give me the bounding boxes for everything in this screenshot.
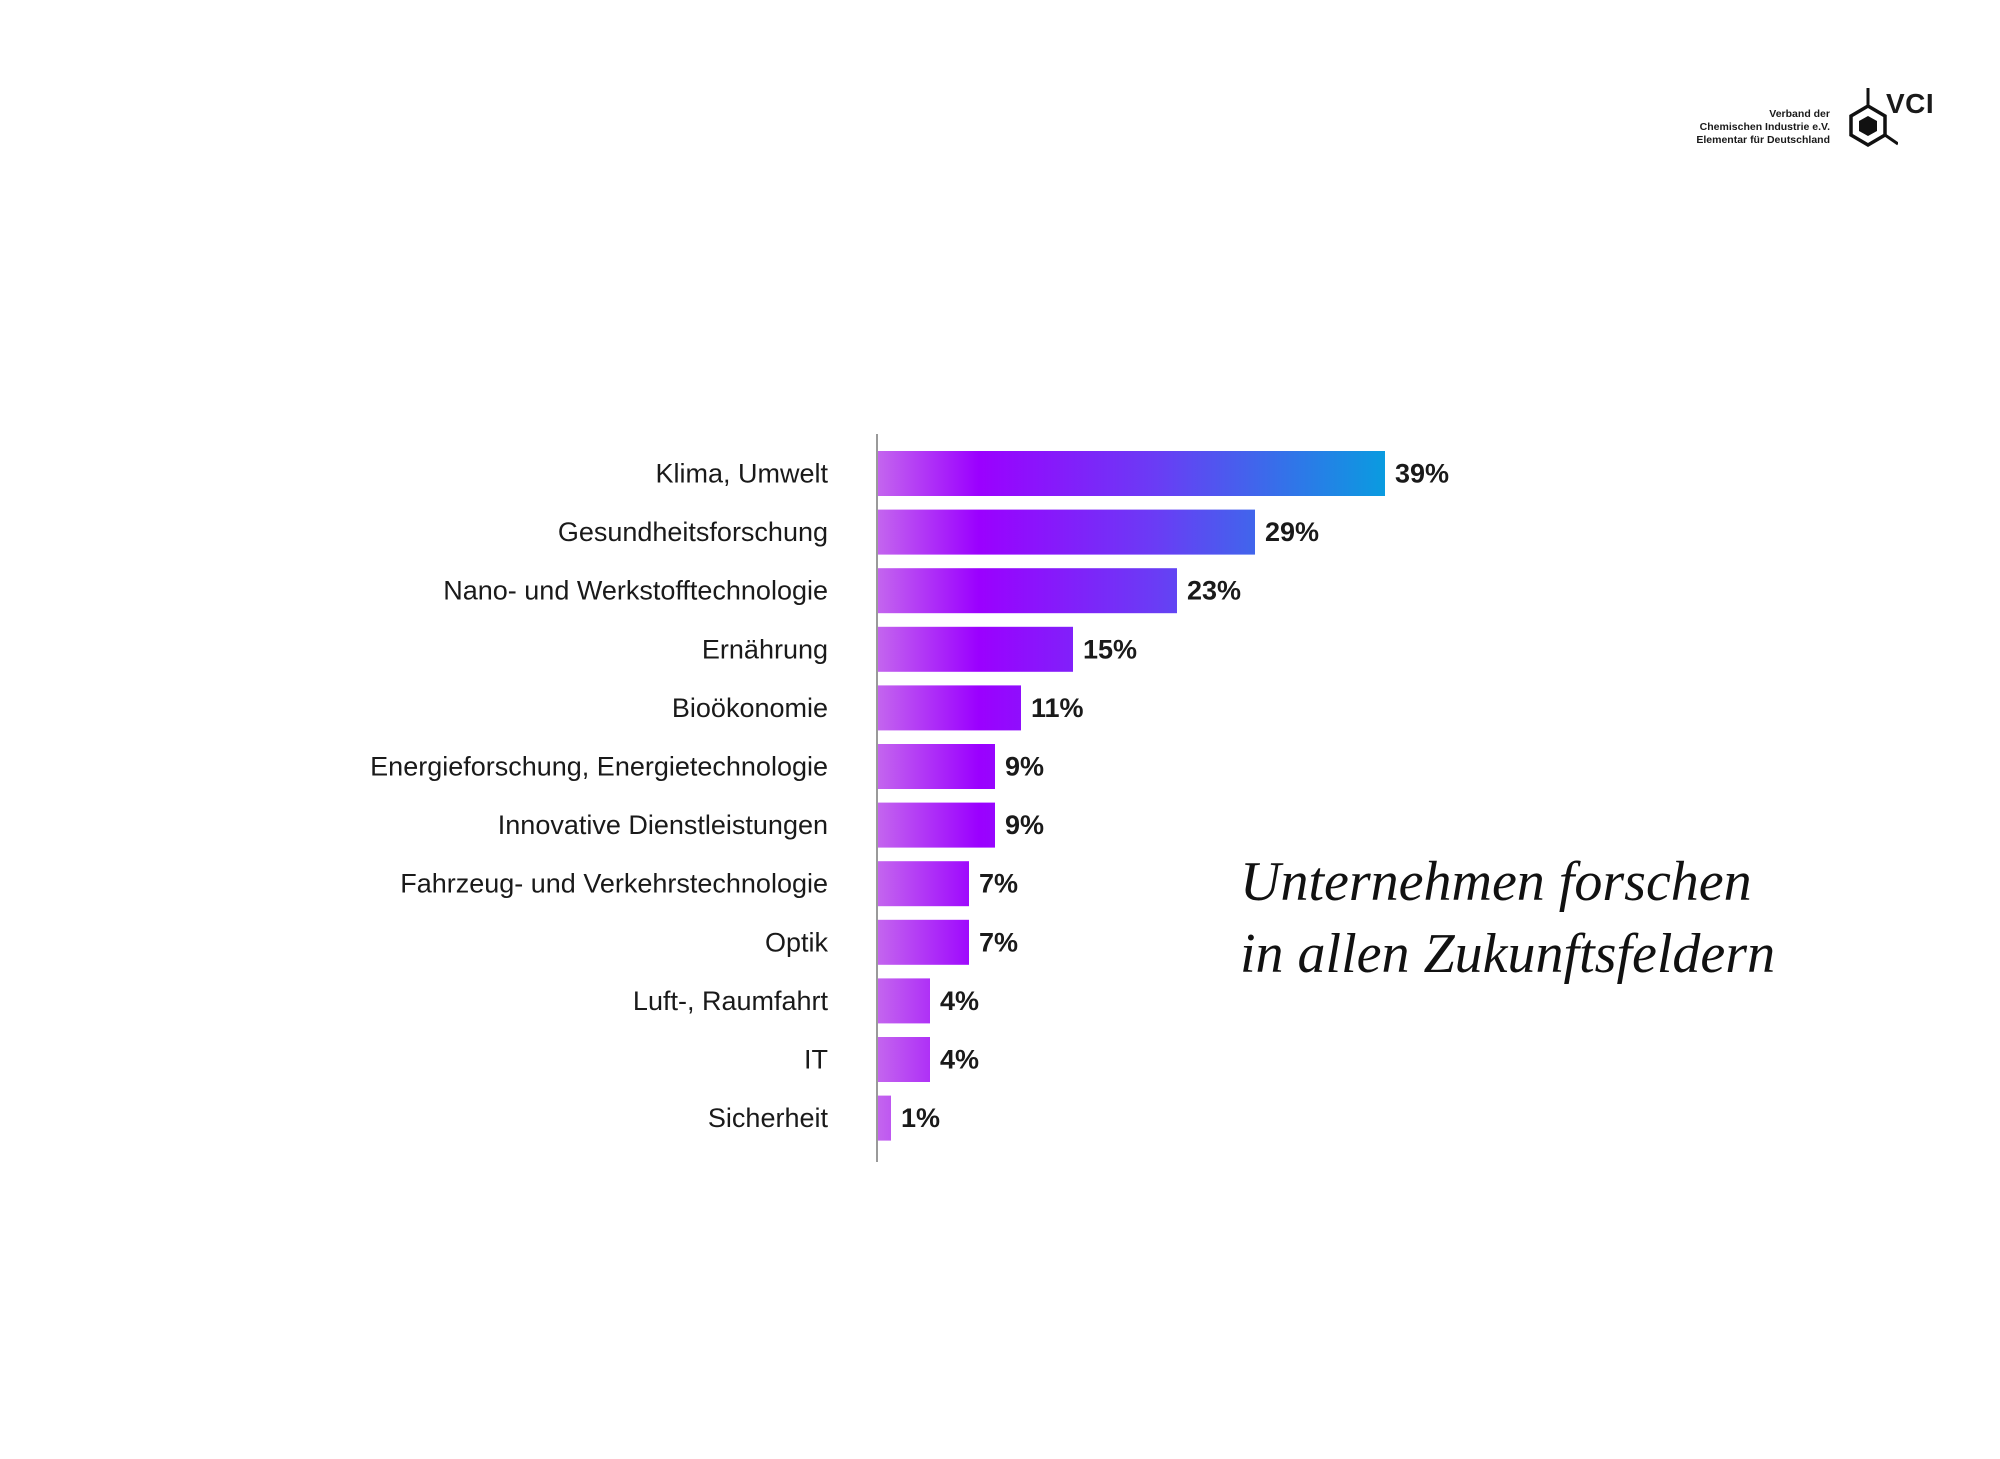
category-label-9: Luft-, Raumfahrt — [633, 986, 829, 1016]
bars-group — [878, 451, 1385, 1141]
category-label-5: Energieforschung, Energietechnologie — [370, 752, 828, 782]
category-label-1: Gesundheitsforschung — [558, 517, 828, 547]
bar-4 — [878, 685, 1021, 731]
bar-9 — [878, 978, 930, 1024]
value-label-3: 15% — [1083, 634, 1137, 664]
category-label-4: Bioökonomie — [672, 693, 828, 723]
category-label-7: Fahrzeug- und Verkehrstechnologie — [400, 869, 828, 899]
value-label-2: 23% — [1187, 576, 1241, 606]
bar-11 — [878, 1095, 891, 1141]
category-label-11: Sicherheit — [708, 1103, 829, 1133]
headline: Unternehmen forschen in allen Zukunftsfe… — [1240, 846, 1940, 990]
logo-line-2: Chemischen Industrie e.V. — [1699, 121, 1830, 133]
value-label-8: 7% — [979, 927, 1018, 957]
logo-line-3: Elementar für Deutschland — [1696, 134, 1830, 146]
logo-text: Verband der Chemischen Industrie e.V. El… — [1660, 108, 1830, 147]
logo-abbreviation: VCI — [1886, 88, 1935, 119]
value-label-1: 29% — [1265, 517, 1319, 547]
value-label-6: 9% — [1005, 810, 1044, 840]
bar-1 — [878, 509, 1255, 555]
category-label-10: IT — [804, 1045, 828, 1075]
vci-logo: Verband der Chemischen Industrie e.V. El… — [1660, 86, 1950, 158]
bar-3 — [878, 626, 1073, 672]
headline-line-2: in allen Zukunftsfeldern — [1240, 923, 1776, 985]
category-label-2: Nano- und Werkstofftechnologie — [443, 576, 828, 606]
category-label-0: Klima, Umwelt — [655, 459, 828, 489]
bar-2 — [878, 568, 1177, 614]
value-label-0: 39% — [1395, 459, 1449, 489]
bar-7 — [878, 861, 969, 907]
bar-8 — [878, 919, 969, 965]
hexagon-molecule-icon — [1849, 88, 1898, 148]
bar-0 — [878, 451, 1385, 496]
bar-6 — [878, 802, 995, 848]
value-label-11: 1% — [901, 1103, 940, 1133]
logo-line-1: Verband der — [1769, 108, 1830, 120]
value-label-5: 9% — [1005, 752, 1044, 782]
bar-5 — [878, 744, 995, 789]
category-label-6: Innovative Dienstleistungen — [498, 810, 828, 840]
value-label-10: 4% — [940, 1045, 979, 1075]
value-label-4: 11% — [1031, 693, 1084, 723]
category-label-3: Ernährung — [702, 634, 828, 664]
value-label-7: 7% — [979, 869, 1018, 899]
bar-10 — [878, 1037, 930, 1082]
value-label-9: 4% — [940, 986, 979, 1016]
headline-line-1: Unternehmen forschen — [1240, 851, 1752, 913]
value-labels-group: 39%29%23%15%11%9%9%7%7%4%4%1% — [901, 459, 1449, 1134]
category-labels-group: Klima, Umwelt Gesundheitsforschung Nano- u… — [370, 459, 828, 1134]
category-label-8: Optik — [765, 927, 829, 957]
